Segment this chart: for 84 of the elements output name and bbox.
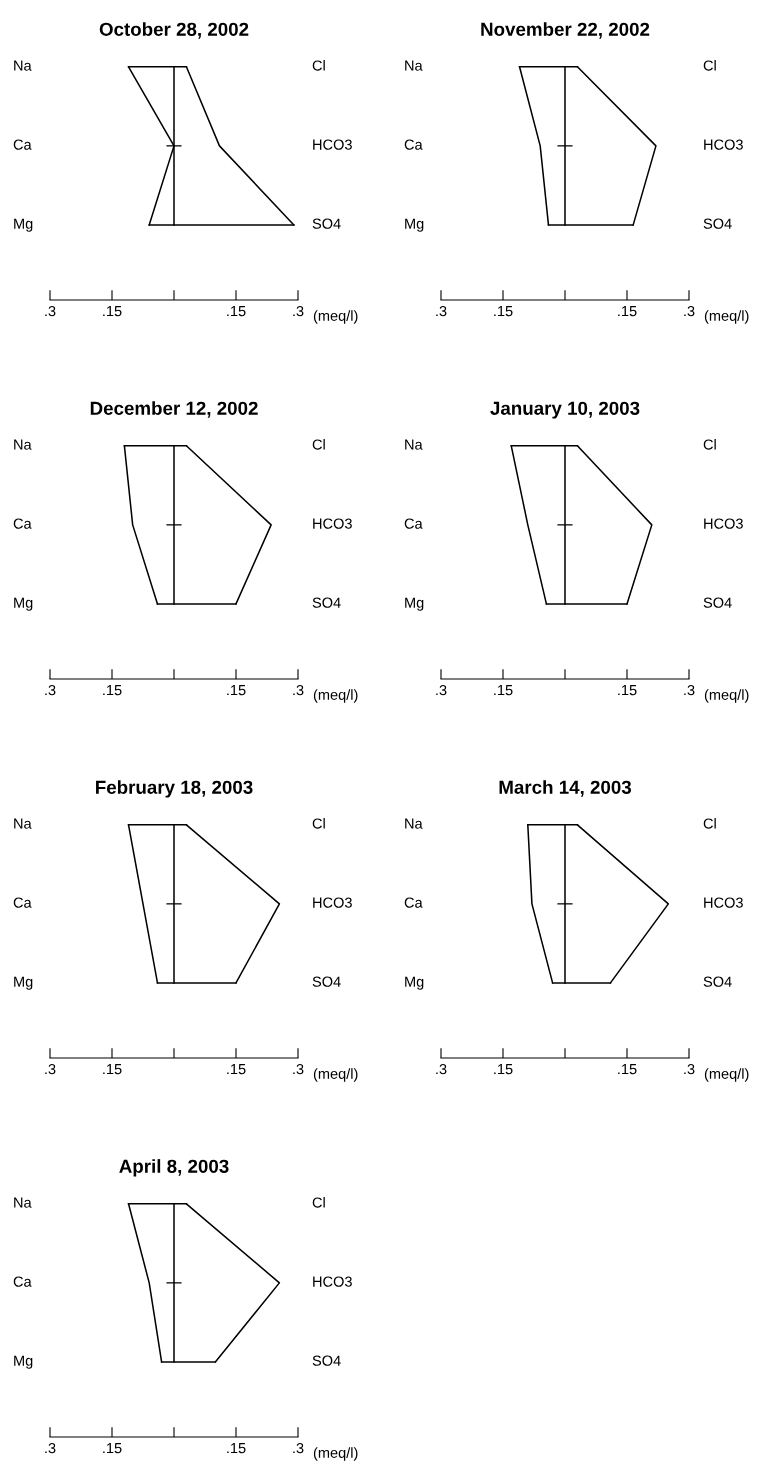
x-tick-label: .15	[618, 685, 637, 696]
y2-tick-label: HCO3	[704, 139, 743, 150]
y-tick-label: Mg	[14, 597, 33, 611]
y-tick-label: Na	[405, 439, 423, 450]
y2-tick-label: Cl	[312, 439, 325, 450]
x-tick-label: .3	[436, 684, 447, 696]
x-tick-label: .3	[45, 684, 56, 696]
y2-tick-label: SO4	[703, 597, 732, 608]
x-axis-title: (meq/l)	[704, 689, 749, 703]
x-tick-label: .15	[103, 306, 122, 317]
y-tick-label: Mg	[14, 976, 33, 990]
y-tick-label: Mg	[405, 218, 424, 232]
x-tick-label: .15	[227, 1443, 246, 1454]
y2-tick-label: HCO3	[313, 518, 352, 529]
x-axis-title: (meq/l)	[704, 310, 749, 324]
y-tick-label: Na	[14, 818, 32, 829]
y2-tick-label: SO4	[703, 976, 732, 987]
y2-tick-label: HCO3	[313, 897, 352, 908]
x-tick-label: .15	[227, 306, 246, 317]
y2-tick-label: HCO3	[704, 518, 743, 529]
y-tick-label: Ca	[13, 1276, 32, 1287]
y-tick-label: Mg	[14, 1355, 33, 1369]
x-tick-label: .15	[103, 1064, 122, 1075]
x-tick-label: .15	[494, 685, 513, 696]
x-tick-label: .3	[684, 1063, 695, 1075]
x-tick-label: .15	[494, 1064, 513, 1075]
chart-title: February 18, 2003	[96, 780, 253, 798]
chart-title: December 12, 2002	[90, 401, 258, 418]
x-axis-title: (meq/l)	[704, 1068, 749, 1082]
chart-title: January 10, 2003	[490, 401, 640, 419]
y-tick-label: Na	[405, 60, 423, 71]
x-tick-label: .3	[45, 305, 56, 317]
y2-tick-label: SO4	[703, 218, 732, 229]
chart-title: March 14, 2003	[499, 780, 632, 797]
y-tick-label: Ca	[404, 518, 423, 529]
x-tick-label: .15	[227, 1064, 246, 1075]
x-axis-title: (meq/l)	[313, 310, 358, 324]
x-tick-label: .15	[618, 1064, 637, 1075]
y2-tick-label: Cl	[703, 439, 716, 450]
x-tick-label: .3	[436, 1063, 447, 1075]
y-tick-label: Ca	[13, 139, 32, 150]
x-tick-label: .3	[293, 305, 304, 317]
x-axis-title: (meq/l)	[313, 1447, 358, 1461]
x-tick-label: .3	[684, 684, 695, 696]
x-tick-label: .3	[436, 305, 447, 317]
y2-tick-label: HCO3	[704, 897, 743, 908]
y2-tick-label: SO4	[312, 976, 341, 987]
chart-title: November 22, 2002	[481, 22, 650, 39]
y-tick-label: Mg	[405, 597, 424, 611]
x-tick-label: .15	[494, 306, 513, 317]
y2-tick-label: HCO3	[313, 139, 352, 150]
y2-tick-label: Cl	[703, 818, 716, 829]
y-tick-label: Mg	[405, 976, 424, 990]
x-tick-label: .3	[45, 1442, 56, 1454]
chart-title: April 8, 2003	[119, 1159, 229, 1177]
y2-tick-label: SO4	[312, 1355, 341, 1366]
x-tick-label: .3	[684, 305, 695, 317]
x-axis-title: (meq/l)	[313, 1068, 358, 1082]
x-tick-label: .15	[103, 685, 122, 696]
y2-tick-label: SO4	[312, 597, 341, 608]
y-tick-label: Na	[14, 1197, 32, 1208]
y-tick-label: Na	[405, 818, 423, 829]
y2-tick-label: HCO3	[313, 1276, 352, 1287]
y-tick-label: Ca	[13, 518, 32, 529]
y-tick-label: Mg	[14, 218, 33, 232]
y2-tick-label: Cl	[312, 1197, 325, 1208]
x-tick-label: .15	[227, 685, 246, 696]
x-tick-label: .15	[618, 306, 637, 317]
x-tick-label: .3	[293, 1442, 304, 1454]
x-axis-title: (meq/l)	[313, 689, 358, 703]
y2-tick-label: SO4	[312, 218, 341, 229]
y-tick-label: Na	[14, 439, 32, 450]
x-tick-label: .3	[45, 1063, 56, 1075]
y2-tick-label: Cl	[312, 60, 325, 71]
x-tick-label: .15	[103, 1443, 122, 1454]
y-tick-label: Ca	[404, 139, 423, 150]
y-tick-label: Ca	[13, 897, 32, 908]
y-tick-label: Na	[14, 60, 32, 71]
y-tick-label: Ca	[404, 897, 423, 908]
y2-tick-label: Cl	[703, 60, 716, 71]
x-tick-label: .3	[293, 1063, 304, 1075]
chart-title: October 28, 2002	[99, 22, 249, 39]
x-tick-label: .3	[293, 684, 304, 696]
y2-tick-label: Cl	[312, 818, 325, 829]
